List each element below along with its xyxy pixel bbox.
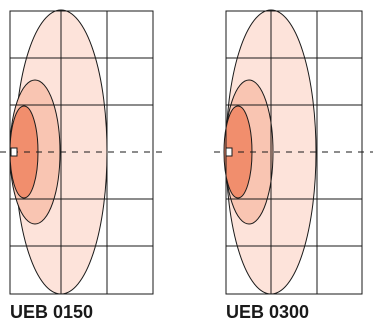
sensor-marker <box>225 147 233 157</box>
coverage-diagram-ueb-0150: UEB 0150 <box>0 9 165 322</box>
diagram-label: UEB 0150 <box>10 302 93 322</box>
sensor-marker <box>10 147 18 157</box>
grid <box>9 10 154 295</box>
diagram-label: UEB 0300 <box>226 302 309 322</box>
coverage-diagram-ueb-0300: UEB 0300 <box>214 9 373 322</box>
